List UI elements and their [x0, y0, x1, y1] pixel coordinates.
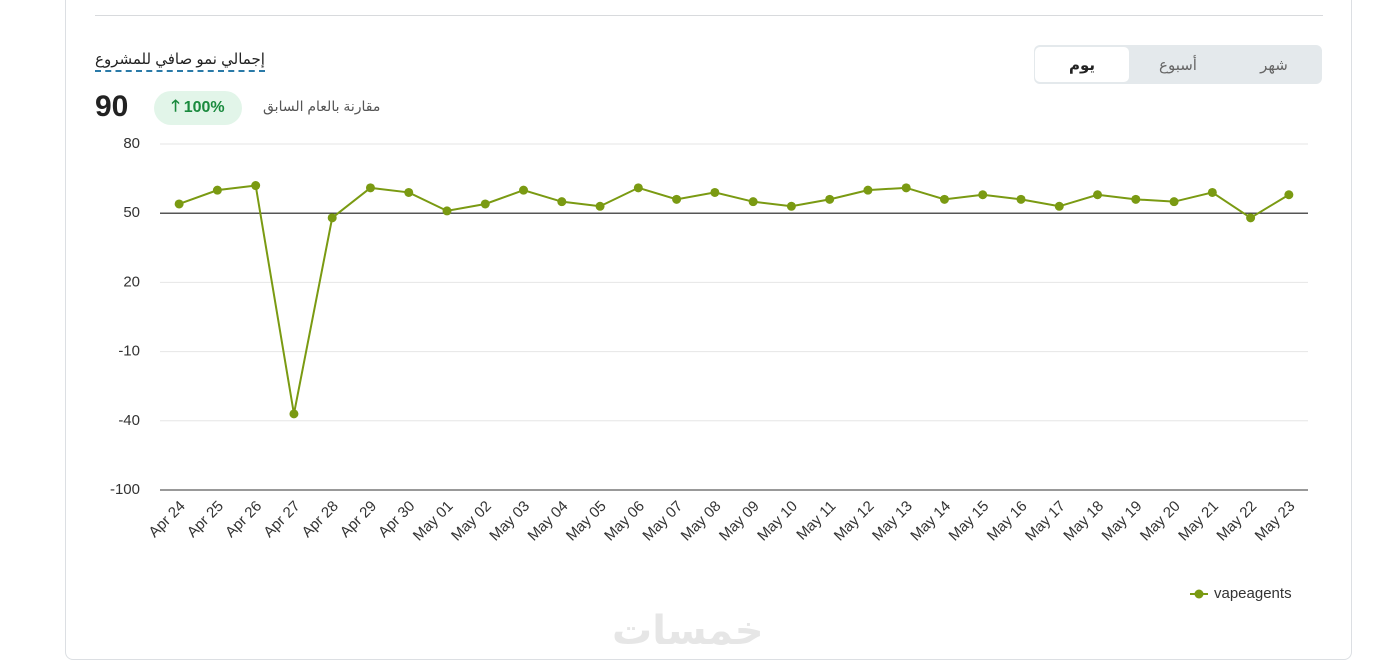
y-tick-label: 80: [123, 135, 140, 152]
x-tick-label: Apr 28: [299, 498, 342, 541]
data-point: [365, 183, 375, 193]
data-point: [1131, 194, 1141, 204]
x-tick-label: May 19: [1099, 498, 1146, 545]
y-tick-label: -100: [110, 481, 140, 498]
chart-title: إجمالي نمو صافي للمشروع: [95, 50, 265, 72]
data-point: [863, 185, 873, 195]
x-tick-label: May 01: [410, 498, 457, 545]
tab[interactable]: شهر: [1260, 56, 1288, 74]
y-tick-label: -40: [118, 412, 140, 429]
legend-label: vapeagents: [1214, 585, 1292, 602]
y-tick-label: 50: [123, 204, 140, 221]
y-tick-label: 20: [123, 273, 140, 290]
x-tick-label: May 14: [907, 498, 954, 545]
data-point: [1246, 213, 1256, 223]
data-point: [557, 197, 567, 207]
data-point: [901, 183, 911, 193]
x-tick-label: May 12: [831, 498, 878, 545]
data-point: [672, 194, 682, 204]
separator: [95, 15, 1323, 16]
x-tick-label: May 15: [946, 498, 993, 545]
data-point: [174, 199, 184, 209]
x-tick-label: May 07: [639, 498, 686, 545]
data-point: [939, 194, 949, 204]
x-tick-label: Apr 25: [184, 498, 227, 541]
x-tick-label: May 18: [1060, 498, 1107, 545]
data-point: [710, 187, 720, 197]
x-tick-label: May 04: [525, 498, 572, 545]
data-point: [289, 409, 299, 419]
data-point: [404, 187, 414, 197]
data-point: [1169, 197, 1179, 207]
period-tabs: شهر أسبوع يوم: [1034, 45, 1322, 84]
x-tick-label: May 10: [754, 498, 801, 545]
data-point: [825, 194, 835, 204]
x-tick-label: May 08: [678, 498, 725, 545]
tab[interactable]: يوم: [1035, 47, 1129, 82]
x-tick-label: May 05: [563, 498, 610, 545]
x-tick-label: May 20: [1137, 498, 1184, 545]
x-tick-label: May 03: [486, 498, 533, 545]
data-point: [327, 213, 337, 223]
x-tick-label: May 11: [793, 498, 839, 544]
comparison-text: مقارنة بالعام السابق: [263, 98, 381, 114]
x-tick-label: Apr 29: [337, 498, 380, 541]
data-point: [633, 183, 643, 193]
x-tick-label: May 21: [1175, 498, 1222, 545]
x-tick-label: Apr 24: [145, 498, 188, 541]
x-tick-label: May 23: [1252, 498, 1299, 545]
arrow-icon: 🡑: [171, 97, 180, 115]
data-point: [442, 206, 452, 216]
card: [65, 0, 1352, 660]
tab[interactable]: أسبوع: [1159, 56, 1197, 74]
x-tick-label: Apr 27: [260, 498, 303, 541]
legend-marker: [1194, 589, 1204, 599]
x-tick-label: May 22: [1213, 498, 1260, 545]
data-point: [1016, 194, 1026, 204]
change-text: 100%: [183, 99, 225, 116]
data-point: [786, 201, 796, 211]
x-tick-label: May 17: [1022, 498, 1069, 545]
x-tick-label: May 16: [984, 498, 1031, 545]
data-point: [1207, 187, 1217, 197]
data-point: [1093, 190, 1103, 200]
series-line: [178, 184, 1290, 415]
data-point: [748, 197, 758, 207]
y-tick-label: -10: [118, 343, 140, 360]
change-badge: 🡑 100%: [154, 91, 242, 125]
data-point: [1054, 201, 1064, 211]
total-value: 90: [95, 90, 129, 123]
data-point: [251, 181, 261, 191]
data-point: [595, 201, 605, 211]
x-tick-label: May 09: [716, 498, 763, 545]
x-tick-label: May 02: [448, 498, 495, 545]
data-point: [1284, 190, 1294, 200]
data-point: [978, 190, 988, 200]
x-tick-label: May 13: [869, 498, 916, 545]
data-point: [480, 199, 490, 209]
data-point: [212, 185, 222, 195]
data-point: [519, 185, 529, 195]
x-tick-label: May 06: [601, 498, 648, 545]
watermark: خمسات: [612, 609, 764, 653]
x-tick-label: Apr 26: [222, 498, 265, 541]
